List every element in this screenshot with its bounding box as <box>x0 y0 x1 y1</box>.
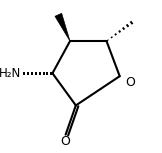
Text: H₂N: H₂N <box>0 67 21 80</box>
Text: O: O <box>61 135 71 148</box>
Polygon shape <box>55 13 70 41</box>
Text: O: O <box>125 76 135 89</box>
